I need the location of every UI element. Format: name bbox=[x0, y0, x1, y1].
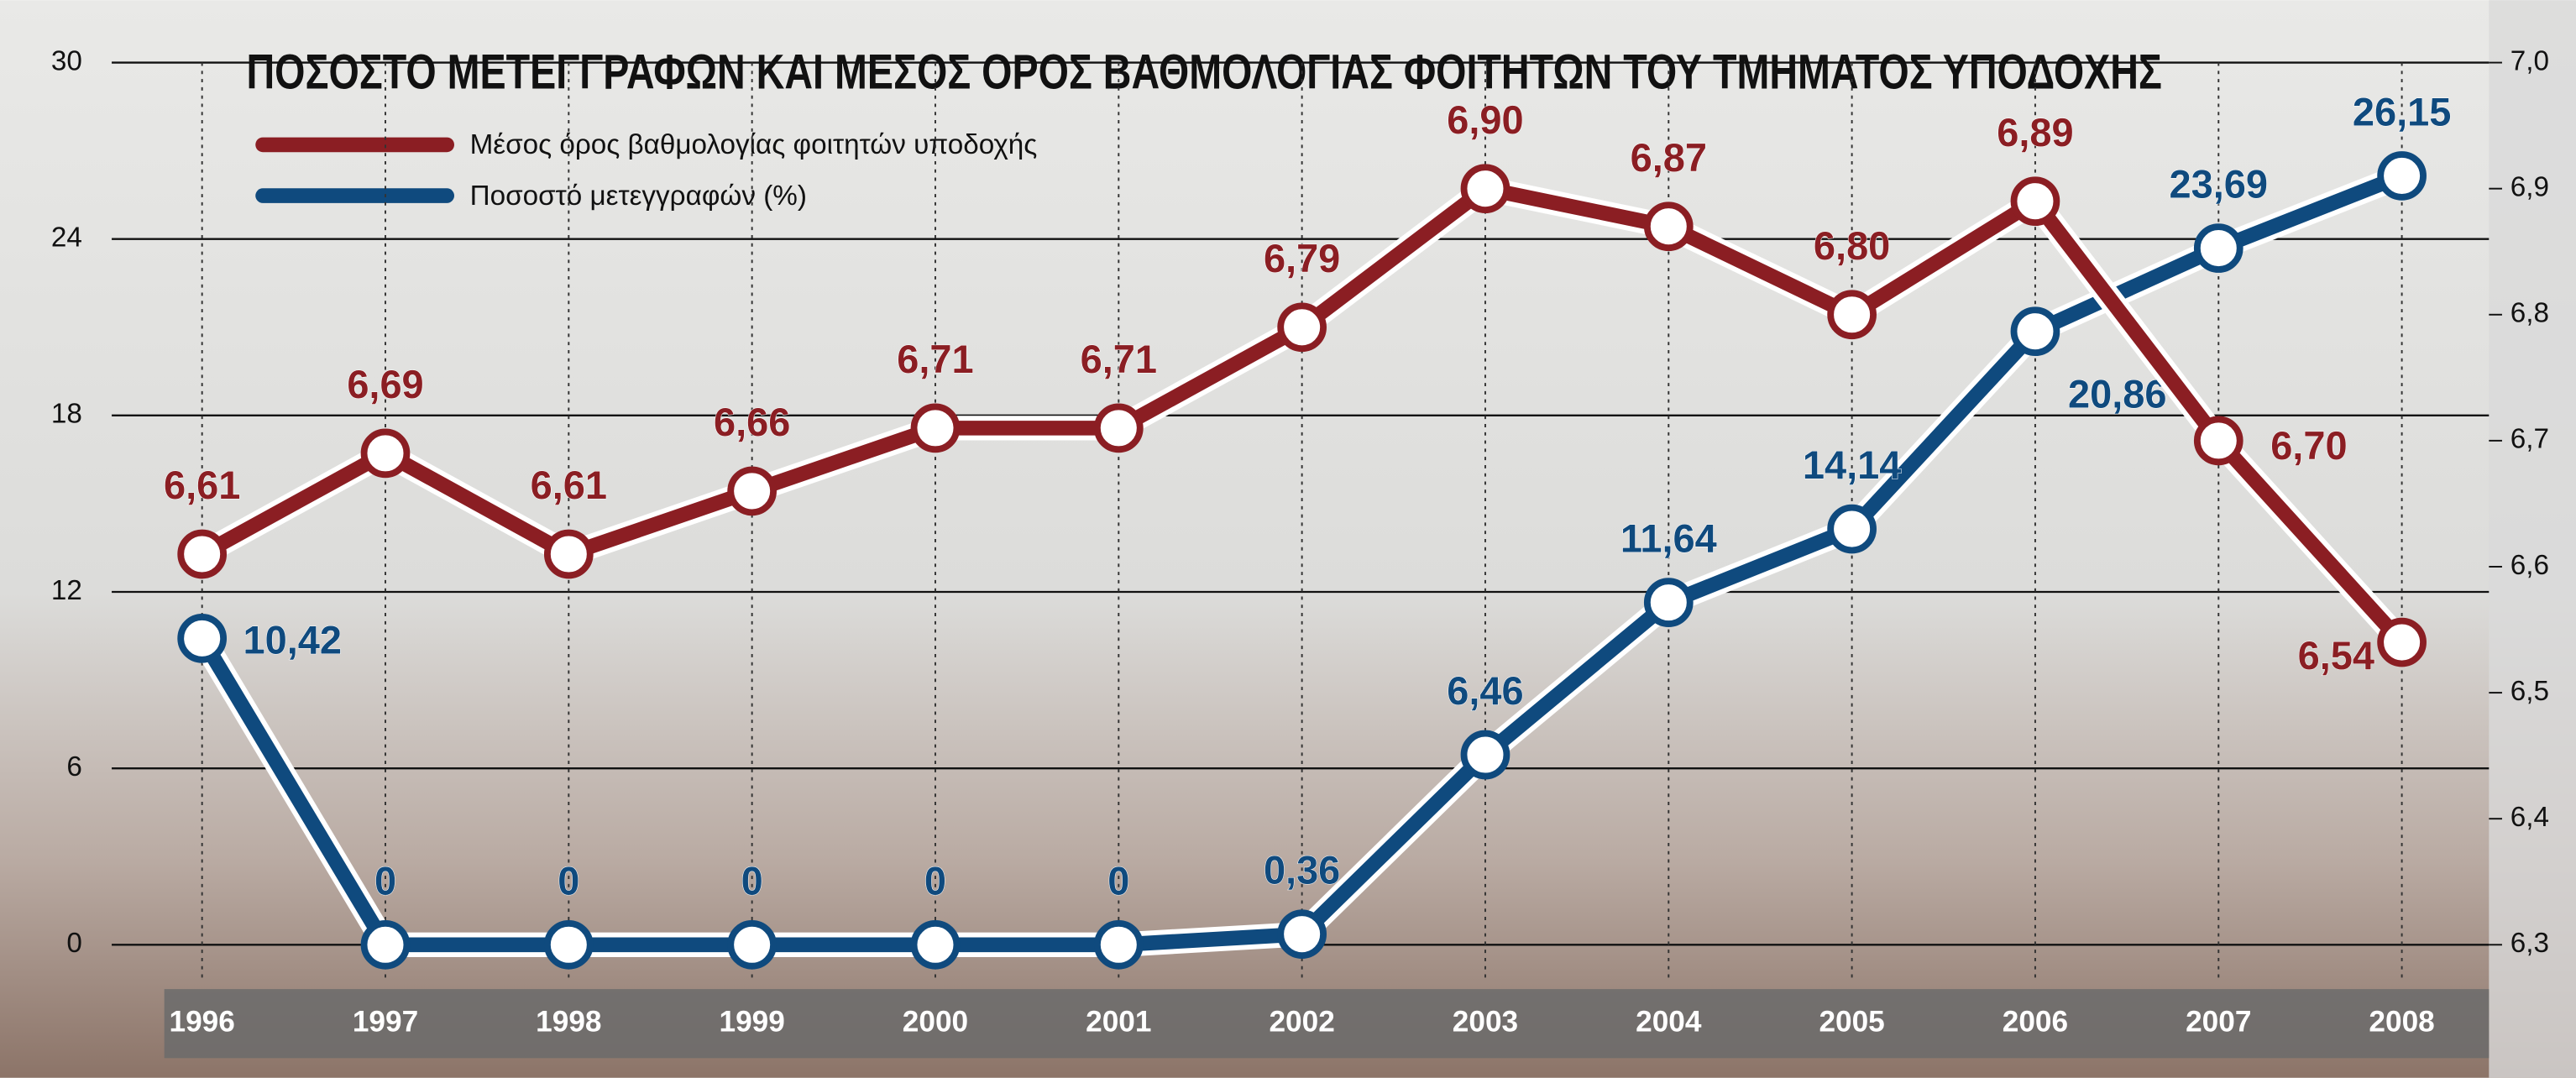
legend-label: Μέσος όρος βαθμολογίας φοιτητών υποδοχής bbox=[470, 129, 1038, 160]
y2-tick-label: 6,8 bbox=[2511, 298, 2549, 329]
x-tick-label: 2003 bbox=[1453, 1006, 1518, 1039]
point bbox=[2010, 306, 2060, 357]
point bbox=[1093, 919, 1144, 970]
y-tick-label: 30 bbox=[51, 45, 82, 76]
y2-tick-label: 6,4 bbox=[2511, 802, 2549, 833]
point bbox=[910, 919, 961, 970]
value-label: 6,89 bbox=[1997, 110, 2073, 154]
value-label: 0 bbox=[558, 858, 579, 903]
point bbox=[910, 403, 961, 453]
x-tick-label: 2005 bbox=[1819, 1006, 1884, 1039]
point bbox=[2377, 151, 2427, 201]
x-tick-label: 2007 bbox=[2186, 1006, 2251, 1039]
value-label: 6,71 bbox=[897, 337, 973, 381]
point bbox=[727, 919, 777, 970]
point bbox=[1277, 302, 1327, 353]
right-axis-panel bbox=[2489, 0, 2576, 1078]
point bbox=[2010, 176, 2060, 227]
value-label: 0,36 bbox=[1264, 848, 1340, 892]
x-tick-label: 1998 bbox=[536, 1006, 601, 1039]
value-label: 26,15 bbox=[2353, 89, 2451, 133]
year-band bbox=[164, 989, 2490, 1059]
y-tick-label: 12 bbox=[51, 575, 82, 606]
value-label: 6,61 bbox=[164, 463, 240, 507]
y2-tick-label: 6,7 bbox=[2511, 424, 2549, 455]
value-label: 6,87 bbox=[1631, 135, 1707, 180]
y2-tick-label: 6,3 bbox=[2511, 928, 2549, 959]
point bbox=[1827, 504, 1877, 554]
value-label: 10,42 bbox=[243, 618, 342, 662]
value-label: 6,61 bbox=[531, 463, 607, 507]
value-label: 0 bbox=[741, 858, 763, 903]
value-label: 6,70 bbox=[2270, 423, 2347, 468]
point bbox=[2377, 617, 2427, 667]
value-label: 6,54 bbox=[2298, 633, 2374, 678]
y-tick-label: 6 bbox=[66, 751, 82, 782]
value-label: 6,66 bbox=[714, 400, 790, 444]
legend-label: Ποσοστό μετεγγραφών (%) bbox=[470, 181, 807, 212]
point bbox=[1460, 164, 1511, 214]
y2-tick-label: 6,6 bbox=[2511, 550, 2549, 581]
value-label: 6,46 bbox=[1447, 668, 1523, 713]
x-tick-label: 2004 bbox=[1636, 1006, 1702, 1039]
point bbox=[1093, 403, 1144, 453]
point bbox=[360, 919, 411, 970]
x-tick-label: 2008 bbox=[2369, 1006, 2434, 1039]
point bbox=[177, 613, 228, 663]
point bbox=[2193, 416, 2244, 466]
y-tick-label: 24 bbox=[51, 222, 82, 254]
value-label: 6,71 bbox=[1081, 337, 1157, 381]
y2-tick-label: 7,0 bbox=[2511, 45, 2549, 76]
value-label: 6,79 bbox=[1264, 236, 1340, 280]
x-tick-label: 1996 bbox=[170, 1006, 235, 1039]
x-tick-label: 2002 bbox=[1269, 1006, 1334, 1039]
x-tick-label: 1997 bbox=[353, 1006, 418, 1039]
y2-tick-label: 6,5 bbox=[2511, 676, 2549, 707]
point bbox=[360, 428, 411, 479]
y2-tick-label: 6,9 bbox=[2511, 171, 2549, 202]
point bbox=[2193, 223, 2244, 273]
value-label: 14,14 bbox=[1803, 442, 1901, 487]
x-tick-label: 2001 bbox=[1086, 1006, 1151, 1039]
x-tick-label: 1999 bbox=[719, 1006, 784, 1039]
point bbox=[1643, 201, 1694, 252]
value-label: 0 bbox=[1107, 858, 1129, 903]
y-tick-label: 18 bbox=[51, 399, 82, 430]
y-tick-label: 0 bbox=[66, 928, 82, 959]
point bbox=[1643, 578, 1694, 627]
x-tick-label: 2006 bbox=[2003, 1006, 2068, 1039]
point bbox=[1460, 730, 1511, 780]
point bbox=[1827, 290, 1877, 340]
value-label: 20,86 bbox=[2068, 371, 2166, 416]
value-label: 0 bbox=[924, 858, 946, 903]
value-label: 11,64 bbox=[1620, 516, 1717, 561]
point bbox=[543, 919, 594, 970]
point bbox=[727, 466, 777, 516]
value-label: 6,80 bbox=[1814, 223, 1890, 268]
point bbox=[543, 529, 594, 579]
value-label: 6,90 bbox=[1447, 97, 1523, 142]
value-label: 6,69 bbox=[347, 362, 423, 406]
value-label: 23,69 bbox=[2170, 162, 2268, 207]
point bbox=[177, 529, 228, 579]
x-tick-label: 2000 bbox=[903, 1006, 968, 1039]
chart-title: ΠΟΣΟΣΤΟ ΜΕΤΕΓΓΡΑΦΩΝ ΚΑΙ ΜΕΣΟΣ ΟΡΟΣ ΒΑΘΜΟ… bbox=[246, 45, 2161, 100]
value-label: 0 bbox=[374, 858, 396, 903]
point bbox=[1277, 909, 1327, 960]
